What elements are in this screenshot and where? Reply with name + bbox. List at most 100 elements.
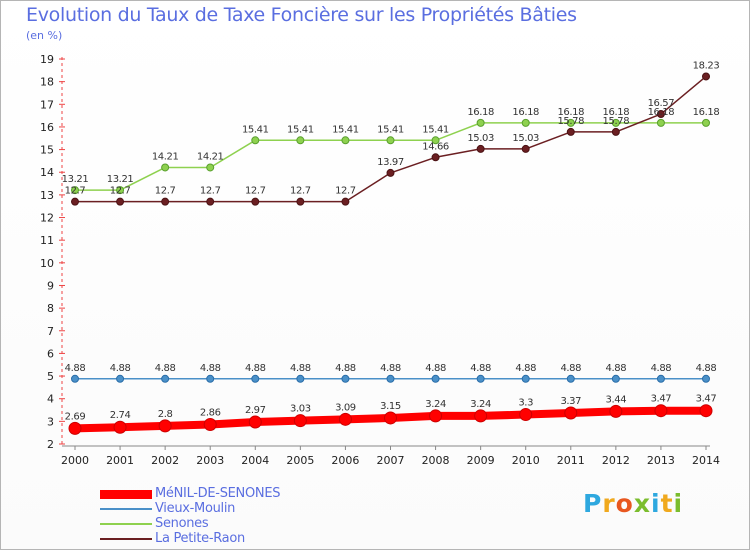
y-tick-label: 11 [40,234,54,247]
data-label: 4.88 [65,363,86,374]
data-label: 14.66 [422,141,449,152]
data-point [206,163,215,172]
data-point [566,118,575,127]
data-label: 16.18 [693,107,720,118]
data-point [656,110,665,119]
data-label: 4.88 [200,363,221,374]
y-tick-label: 17 [40,98,54,111]
x-tick-label: 2012 [602,454,630,467]
data-point [293,414,307,428]
data-point [338,412,352,426]
data-label: 2.86 [200,408,221,419]
data-point [384,411,397,425]
data-point [474,409,488,423]
y-tick-label: 5 [47,370,54,383]
data-point [206,374,215,383]
x-tick-label: 2001 [106,454,134,467]
data-point [521,118,530,127]
data-label: 13.21 [62,174,89,185]
data-label: 13.21 [107,174,134,185]
data-point [702,118,710,127]
data-label: 3.03 [290,404,311,415]
legend-swatch [100,523,152,525]
data-point [564,406,578,420]
data-point [386,136,395,145]
data-label: 15.41 [422,124,449,135]
data-point [431,153,440,162]
y-tick-label: 12 [40,212,54,225]
data-label: 14.21 [197,151,224,162]
x-tick-label: 2008 [422,454,450,467]
x-tick-label: 2011 [557,454,585,467]
data-point [341,197,350,206]
data-point [699,404,713,418]
legend-swatch [100,508,152,510]
data-label: 12.7 [200,186,221,197]
data-point [611,127,620,136]
x-tick-label: 2010 [512,454,540,467]
y-tick-label: 8 [47,302,54,315]
data-label: 4.88 [335,363,356,374]
data-label: 12.7 [290,186,311,197]
logo-letter: o [615,489,634,518]
y-tick-label: 18 [40,76,54,89]
data-point [248,415,262,429]
x-tick-label: 2009 [467,454,495,467]
data-point [206,197,215,206]
logo-letter: i [651,489,661,518]
data-label: 15.41 [332,124,359,135]
logo-letter: x [633,489,651,518]
data-label: 3.3 [518,398,533,409]
data-label: 4.88 [290,363,311,374]
data-label: 16.18 [603,107,630,118]
chart-subtitle: (en %) [26,29,63,42]
data-point [68,421,82,435]
data-label: 2.69 [65,411,86,422]
data-label: 2.97 [245,405,266,416]
data-label: 12.7 [155,186,176,197]
data-label: 16.18 [512,107,539,118]
data-point [116,186,125,195]
data-label: 3.24 [425,399,446,410]
data-label: 4.88 [651,363,672,374]
data-label: 2.8 [158,409,173,420]
data-label: 4.88 [245,363,266,374]
data-point [296,374,305,383]
data-label-layer: 2.69 2.74 2.8 2.86 2.97 3.03 3.09 3.15 3.24 3.24 3… [62,60,720,422]
data-point [71,197,79,206]
data-point [521,144,530,153]
y-tick-label: 9 [47,279,54,292]
data-point [476,144,485,153]
data-label: 16.18 [467,107,494,118]
data-point [116,374,125,383]
x-tick-label: 2004 [241,454,269,467]
data-point [71,374,79,383]
data-point [296,136,305,145]
data-point [251,136,260,145]
data-label: 2.74 [110,410,131,421]
y-tick-label: 7 [47,325,54,338]
data-label: 12.7 [65,186,86,197]
legend-label: La Petite-Raon [155,531,245,546]
chart-axes: 2 3 4 5 6 7 8 9 10 11 12 13 14 15 16 17 18 19 2000 2001 2002… [40,53,720,467]
data-point [656,118,665,127]
data-label: 4.88 [515,363,536,374]
data-label: 14.21 [152,151,179,162]
data-label: 3.44 [606,394,627,405]
data-point [113,420,127,434]
data-label: 3.15 [380,401,401,412]
data-label: 3.24 [470,399,491,410]
legend-label: Senones [155,516,209,531]
y-tick-label: 15 [40,144,54,157]
data-label: 15.03 [467,133,494,144]
data-point [251,374,260,383]
data-point [161,163,170,172]
data-point [611,118,620,127]
y-tick-label: 14 [40,166,54,179]
data-label: 12.7 [245,186,266,197]
data-point [341,136,350,145]
data-point [251,197,260,206]
data-label: 4.88 [470,363,491,374]
